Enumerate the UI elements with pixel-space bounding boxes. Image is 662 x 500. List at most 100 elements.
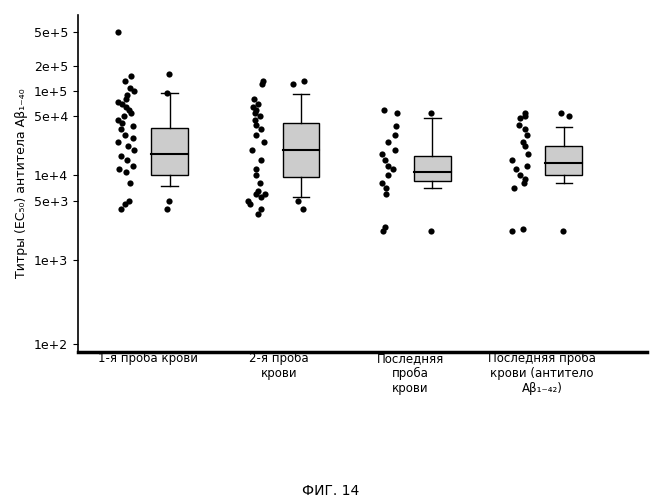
Text: ФИГ. 14: ФИГ. 14 bbox=[303, 484, 359, 498]
Point bbox=[520, 142, 530, 150]
Point bbox=[115, 205, 126, 213]
Point bbox=[389, 146, 400, 154]
Point bbox=[126, 109, 136, 117]
Point bbox=[383, 162, 393, 170]
Point bbox=[120, 131, 130, 139]
Point bbox=[124, 84, 135, 92]
Point bbox=[250, 164, 261, 172]
Point bbox=[246, 146, 257, 154]
Point bbox=[520, 126, 530, 134]
Point bbox=[125, 180, 136, 188]
Point bbox=[377, 180, 387, 188]
Point bbox=[520, 109, 530, 117]
Point bbox=[426, 109, 436, 117]
Point bbox=[557, 226, 568, 234]
Point bbox=[564, 112, 575, 120]
Point bbox=[256, 156, 267, 164]
Point bbox=[518, 138, 528, 146]
Point bbox=[120, 200, 130, 208]
Point bbox=[120, 95, 131, 103]
Point bbox=[389, 131, 400, 139]
Point bbox=[426, 226, 437, 234]
Point bbox=[124, 106, 134, 114]
Point bbox=[380, 190, 391, 198]
Point bbox=[518, 225, 528, 233]
Point bbox=[377, 150, 387, 158]
Point bbox=[251, 106, 261, 114]
Point bbox=[254, 180, 265, 188]
Bar bbox=[151, 128, 188, 176]
Point bbox=[391, 109, 402, 117]
Point bbox=[520, 175, 530, 183]
Point bbox=[383, 138, 393, 146]
Point bbox=[511, 164, 522, 172]
Point bbox=[128, 134, 138, 141]
Point bbox=[162, 205, 173, 213]
Point bbox=[243, 196, 254, 204]
Point bbox=[518, 180, 529, 188]
Point bbox=[253, 100, 263, 108]
Point bbox=[299, 78, 310, 86]
Point bbox=[380, 156, 391, 164]
Point bbox=[381, 184, 391, 192]
Point bbox=[119, 78, 130, 86]
Point bbox=[118, 112, 129, 120]
Point bbox=[250, 109, 260, 117]
Point bbox=[250, 190, 261, 198]
Bar bbox=[545, 146, 582, 176]
Point bbox=[248, 103, 259, 111]
Point bbox=[114, 164, 124, 172]
Point bbox=[250, 131, 261, 139]
Point bbox=[113, 28, 124, 36]
Text: Последняя проба
крови (антитело
Aβ₁₋₄₂): Последняя проба крови (антитело Aβ₁₋₄₂) bbox=[488, 352, 596, 395]
Point bbox=[128, 162, 138, 170]
Y-axis label: Титры (EC₅₀) антитела Aβ₁₋₄₀: Титры (EC₅₀) антитела Aβ₁₋₄₀ bbox=[15, 88, 28, 278]
Point bbox=[121, 91, 132, 99]
Point bbox=[522, 131, 532, 139]
Point bbox=[121, 168, 132, 176]
Point bbox=[256, 126, 266, 134]
Text: 2-я проба
крови: 2-я проба крови bbox=[250, 352, 309, 380]
Point bbox=[121, 156, 132, 164]
Point bbox=[252, 187, 263, 195]
Point bbox=[556, 109, 567, 117]
Point bbox=[162, 89, 173, 97]
Text: Последняя
проба
крови: Последняя проба крови bbox=[377, 352, 444, 395]
Point bbox=[120, 103, 131, 111]
Point bbox=[128, 146, 139, 154]
Point bbox=[249, 95, 260, 103]
Point bbox=[113, 116, 124, 124]
Point bbox=[117, 100, 127, 108]
Point bbox=[380, 224, 391, 232]
Bar bbox=[414, 156, 451, 181]
Bar bbox=[283, 123, 319, 177]
Point bbox=[115, 126, 126, 134]
Point bbox=[391, 122, 402, 130]
Point bbox=[250, 116, 260, 124]
Point bbox=[520, 112, 530, 120]
Point bbox=[507, 226, 518, 234]
Point bbox=[508, 184, 519, 192]
Point bbox=[260, 190, 271, 198]
Point bbox=[522, 150, 533, 158]
Point bbox=[514, 172, 525, 179]
Point bbox=[255, 112, 265, 120]
Point bbox=[164, 196, 175, 204]
Point bbox=[251, 172, 261, 179]
Point bbox=[383, 172, 394, 179]
Point bbox=[125, 72, 136, 80]
Point bbox=[288, 80, 299, 88]
Text: 1-я проба крови: 1-я проба крови bbox=[98, 352, 198, 365]
Point bbox=[506, 156, 517, 164]
Point bbox=[256, 193, 266, 201]
Point bbox=[257, 80, 267, 88]
Point bbox=[256, 205, 266, 213]
Point bbox=[245, 200, 256, 208]
Point bbox=[259, 138, 269, 146]
Point bbox=[251, 120, 261, 128]
Point bbox=[387, 164, 398, 172]
Point bbox=[514, 120, 524, 128]
Point bbox=[129, 87, 140, 95]
Point bbox=[521, 162, 532, 170]
Point bbox=[515, 114, 526, 122]
